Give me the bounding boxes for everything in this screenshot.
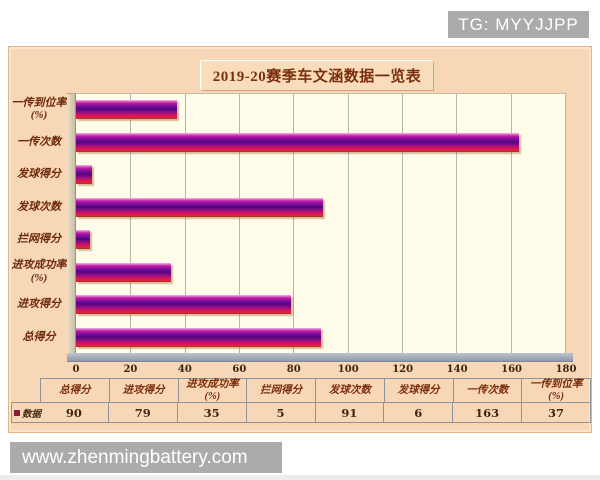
gridline-20 <box>130 94 132 353</box>
y-axis-label-1: 一传次数 <box>17 135 61 148</box>
table-value-cell-3: 5 <box>246 402 316 423</box>
gridline-100 <box>347 94 349 353</box>
y-axis-label-2: 发球得分 <box>17 168 61 181</box>
x-tick-label-140: 140 <box>446 364 468 375</box>
x-tick-label-60: 60 <box>232 364 247 375</box>
gridline-60 <box>238 94 240 353</box>
table-value-cell-0: 90 <box>40 402 109 423</box>
legend-swatch-icon <box>14 409 20 416</box>
bar-进攻成功率(%) <box>76 262 172 282</box>
table-header-cell-1: 进攻得分 <box>109 378 179 402</box>
watermark-top-right: TG: MYYJJPP <box>448 11 589 38</box>
table-header-cell-7: 一传到位率(%) <box>522 378 591 402</box>
x-tick-label-40: 40 <box>177 364 192 375</box>
plot-area <box>76 93 566 353</box>
y-axis-label-5: 进攻成功率(%) <box>11 259 67 284</box>
bar-发球次数 <box>76 197 324 217</box>
bar-进攻得分 <box>76 295 291 314</box>
bar-一传到位率(%) <box>76 100 177 119</box>
chart-title-box: 2019-20赛季车文涵数据一览表 <box>201 61 433 90</box>
y-axis-label-0: 一传到位率(%) <box>11 96 67 122</box>
table-header-cell-2: 进攻成功率(%) <box>178 378 248 402</box>
x-tick-label-80: 80 <box>286 364 301 375</box>
table-header-cell-4: 发球次数 <box>316 378 385 402</box>
chart-frame: 2019-20赛季车文涵数据一览表 一传到位率(%) 一传次数 发球得分 发球次数 拦网… <box>8 46 592 433</box>
x-tick-label-0: 0 <box>72 364 80 375</box>
x-tick-label-100: 100 <box>337 364 359 375</box>
gridline-80 <box>293 94 295 353</box>
gridline-180 <box>565 94 566 353</box>
bar-总得分 <box>76 327 321 347</box>
x-tick-label-120: 120 <box>392 364 414 375</box>
table-header-cell-0: 总得分 <box>40 378 110 402</box>
x-axis-ticks: 0 20 40 60 80 100 120 140 160 180 <box>72 364 577 378</box>
bar-拦网得分 <box>76 230 90 249</box>
plot-3d-wall <box>67 93 76 354</box>
bottom-edge-strip <box>0 475 600 480</box>
y-axis-labels: 一传到位率(%) 一传次数发球得分发球次数拦网得分进攻成功率(%) 进攻得分总得分 <box>11 93 67 353</box>
data-table: 总得分 进攻得分 进攻成功率(%) 拦网得分 发球次数 发球得分 一传次数 一传到位率(%) … <box>11 378 591 423</box>
table-value-cell-4: 91 <box>315 402 385 423</box>
y-axis-label-6: 进攻得分 <box>17 298 61 311</box>
legend-label: 数据 <box>22 409 42 420</box>
x-tick-label-180: 180 <box>555 364 577 375</box>
table-value-cell-1: 79 <box>108 402 178 423</box>
gridline-120 <box>401 94 403 353</box>
y-axis-label-3: 发球次数 <box>17 200 61 213</box>
table-value-cell-7: 37 <box>522 402 591 423</box>
bar-一传次数 <box>76 132 519 152</box>
table-value-cell-2: 35 <box>177 402 247 423</box>
plot-3d-floor <box>67 353 573 362</box>
table-value-cell-6: 163 <box>453 402 523 423</box>
gridline-40 <box>184 94 186 353</box>
table-header-cell-3: 拦网得分 <box>247 378 316 402</box>
table-header-cell-6: 一传次数 <box>453 378 523 402</box>
y-axis-label-7: 总得分 <box>22 330 56 343</box>
y-axis-label-4: 拦网得分 <box>17 233 61 246</box>
gridline-140 <box>456 94 458 353</box>
x-tick-label-20: 20 <box>123 364 138 375</box>
legend-cell: 数据 <box>11 402 42 423</box>
data-table-header-row: 总得分 进攻得分 进攻成功率(%) 拦网得分 发球次数 发球得分 一传次数 一传到位率(%) <box>11 378 591 402</box>
table-value-cell-5: 6 <box>384 402 454 423</box>
data-table-value-row: 数据 90 79 35 5 91 6 163 37 <box>11 402 591 423</box>
data-table-corner-cell <box>11 378 40 402</box>
bar-发球得分 <box>76 165 93 184</box>
watermark-bottom-left: www.zhenmingbattery.com <box>10 442 282 473</box>
x-tick-label-160: 160 <box>501 364 522 375</box>
gridline-160 <box>510 94 512 353</box>
chart-title: 2019-20赛季车文涵数据一览表 <box>212 69 422 85</box>
table-header-cell-5: 发球得分 <box>384 378 454 402</box>
